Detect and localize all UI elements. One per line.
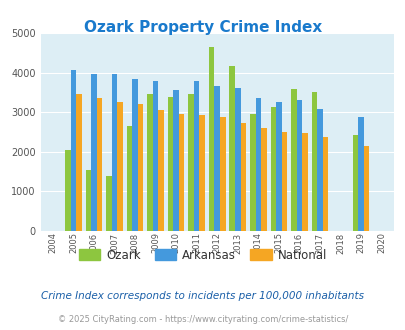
Bar bbox=[296, 100, 301, 231]
Bar bbox=[70, 70, 76, 231]
Bar bbox=[270, 107, 275, 231]
Bar bbox=[152, 81, 158, 231]
Bar bbox=[179, 114, 184, 231]
Bar bbox=[126, 126, 132, 231]
Bar bbox=[290, 89, 296, 231]
Bar bbox=[357, 117, 363, 231]
Bar bbox=[188, 94, 194, 231]
Bar bbox=[316, 109, 322, 231]
Bar bbox=[281, 132, 286, 231]
Bar bbox=[311, 92, 316, 231]
Bar bbox=[363, 146, 369, 231]
Bar bbox=[229, 66, 234, 231]
Bar bbox=[214, 86, 220, 231]
Bar bbox=[167, 97, 173, 231]
Bar bbox=[220, 116, 225, 231]
Bar bbox=[352, 135, 357, 231]
Bar bbox=[260, 128, 266, 231]
Text: Ozark Property Crime Index: Ozark Property Crime Index bbox=[84, 20, 321, 35]
Bar bbox=[301, 133, 307, 231]
Bar bbox=[255, 98, 260, 231]
Bar bbox=[117, 102, 123, 231]
Bar bbox=[209, 47, 214, 231]
Legend: Ozark, Arkansas, National: Ozark, Arkansas, National bbox=[74, 244, 331, 266]
Text: © 2025 CityRating.com - https://www.cityrating.com/crime-statistics/: © 2025 CityRating.com - https://www.city… bbox=[58, 315, 347, 324]
Bar bbox=[132, 79, 138, 231]
Bar bbox=[275, 102, 281, 231]
Bar bbox=[91, 74, 96, 231]
Bar bbox=[322, 137, 327, 231]
Bar bbox=[199, 115, 205, 231]
Bar bbox=[249, 114, 255, 231]
Bar bbox=[173, 90, 179, 231]
Bar bbox=[234, 88, 240, 231]
Bar bbox=[96, 98, 102, 231]
Bar bbox=[76, 94, 81, 231]
Bar bbox=[240, 123, 245, 231]
Bar bbox=[85, 170, 91, 231]
Bar bbox=[147, 94, 152, 231]
Bar bbox=[158, 110, 164, 231]
Bar bbox=[138, 104, 143, 231]
Bar bbox=[65, 150, 70, 231]
Bar bbox=[111, 74, 117, 231]
Text: Crime Index corresponds to incidents per 100,000 inhabitants: Crime Index corresponds to incidents per… bbox=[41, 291, 364, 301]
Bar bbox=[194, 81, 199, 231]
Bar bbox=[106, 176, 111, 231]
